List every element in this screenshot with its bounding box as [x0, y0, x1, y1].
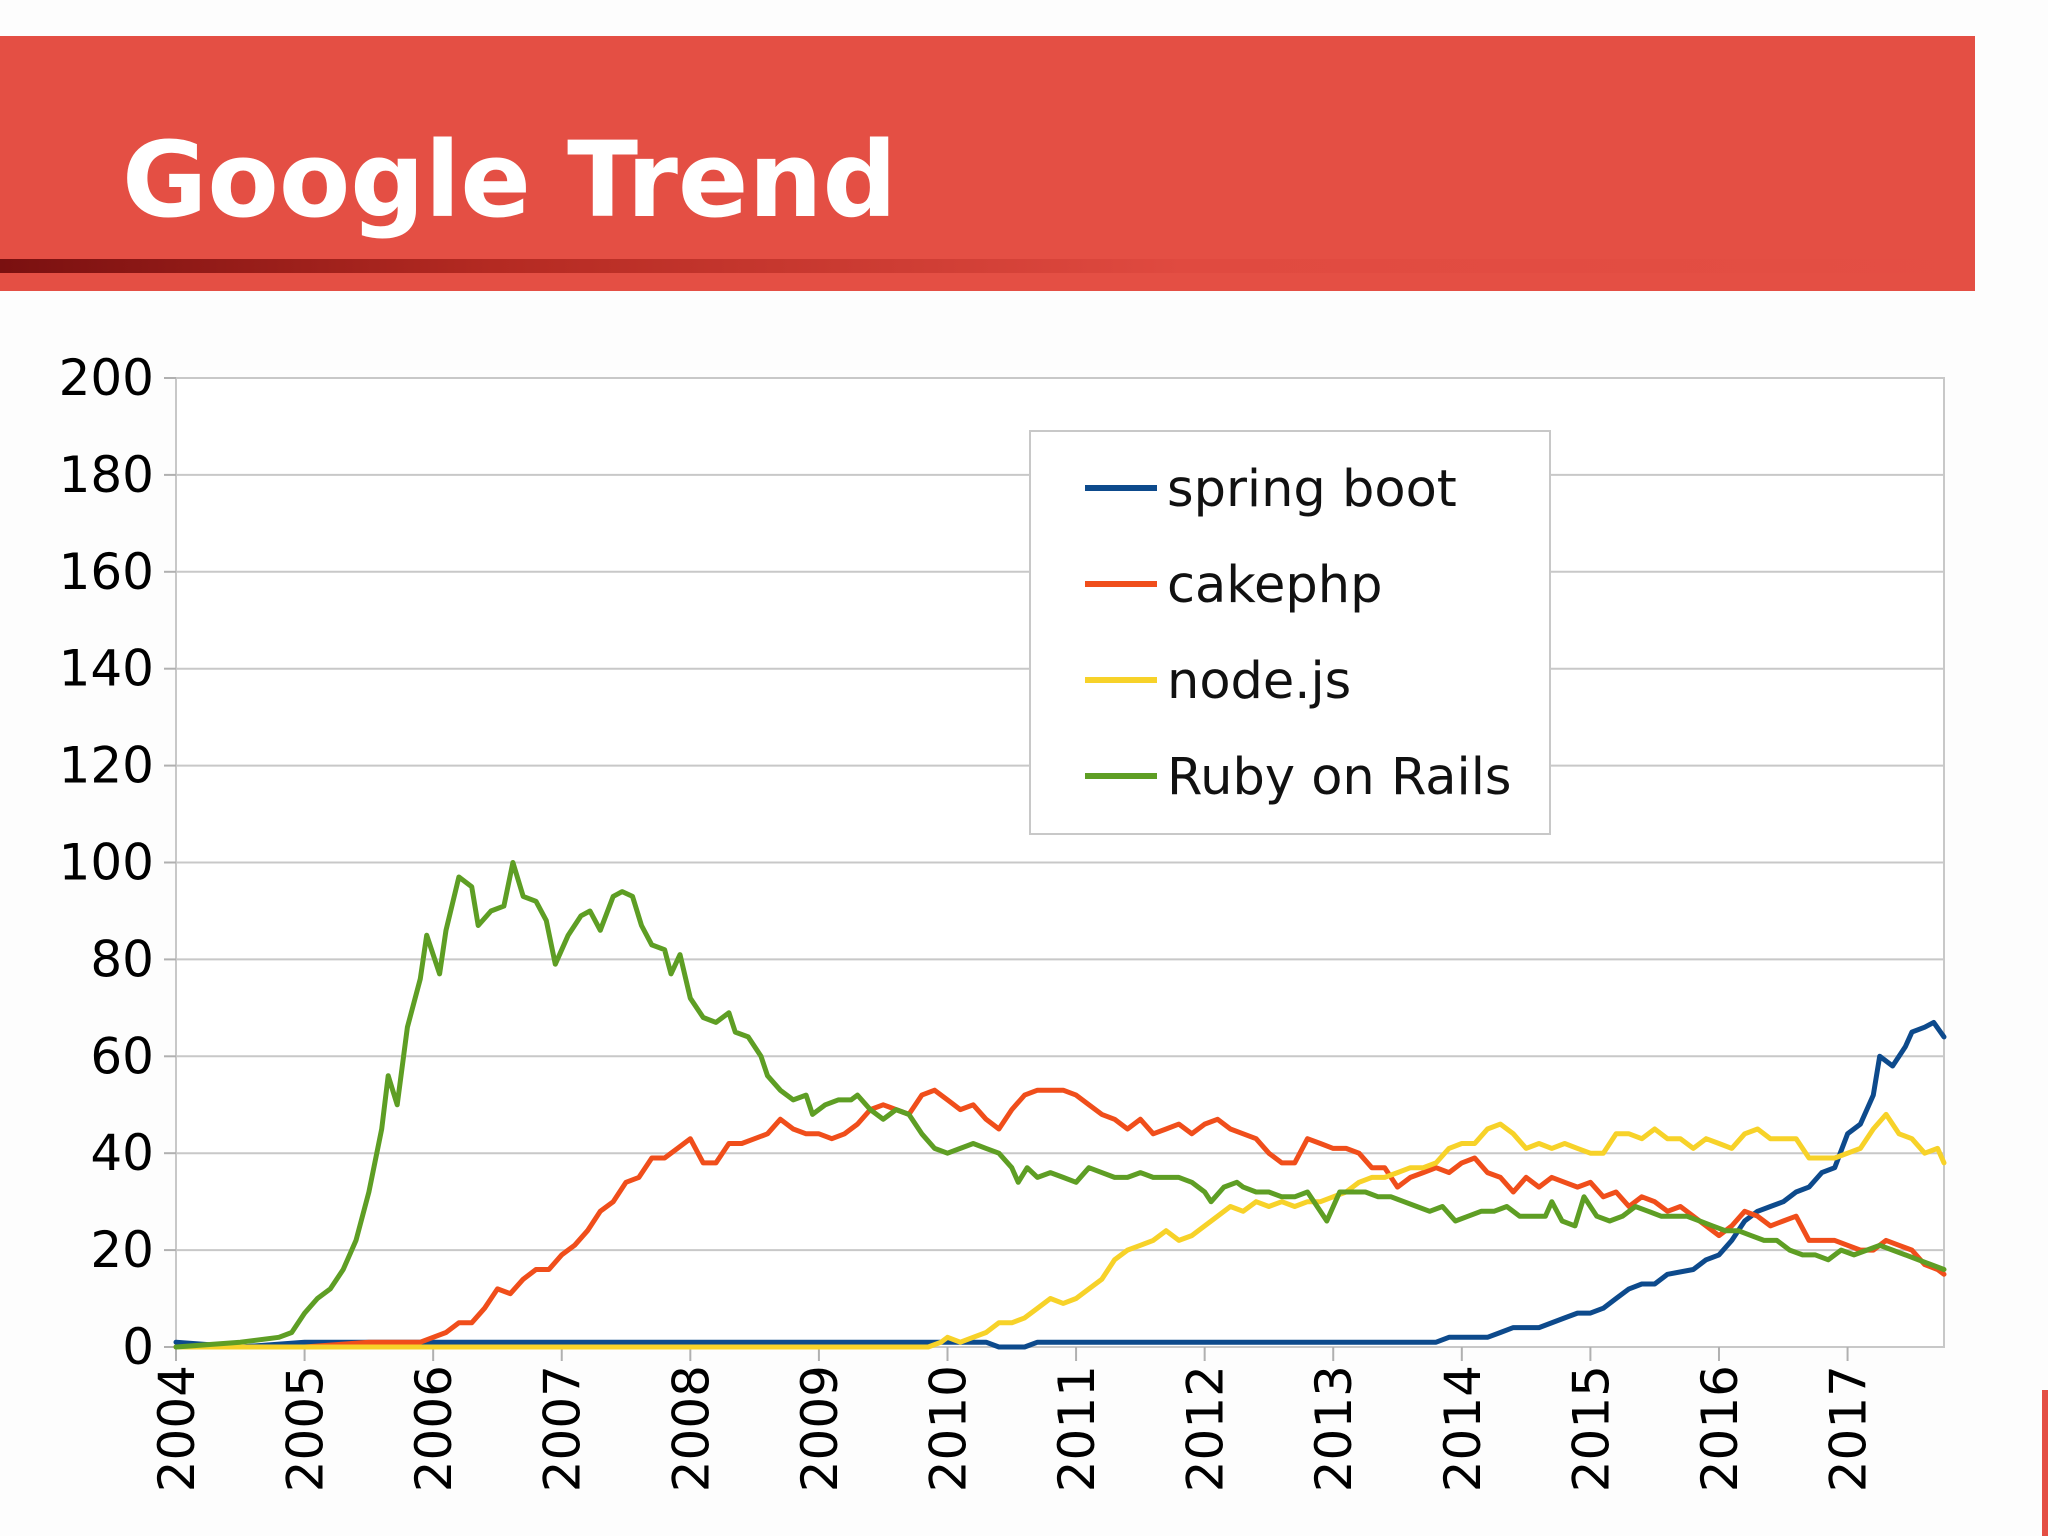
y-tick-label: 160: [59, 543, 154, 601]
series-line: [173, 1019, 1947, 1350]
legend-label: node.js: [1167, 652, 1351, 711]
y-tick-label: 20: [90, 1221, 154, 1279]
x-tick-label: 2009: [791, 1365, 849, 1492]
legend-label: spring boot: [1167, 460, 1457, 519]
x-tick-label: 2015: [1562, 1365, 1620, 1492]
x-tick-label: 2013: [1305, 1365, 1363, 1492]
y-tick-label: 0: [122, 1318, 154, 1376]
y-tick-label: 180: [59, 446, 154, 504]
header-accent-stripe: [0, 259, 1975, 273]
y-tick-label: 100: [59, 834, 154, 892]
x-tick-label: 2008: [662, 1365, 720, 1492]
x-tick-label: 2006: [405, 1365, 463, 1492]
chart-series: [173, 860, 1947, 1350]
header-banner: [0, 36, 1975, 291]
legend-box: [1029, 430, 1551, 835]
y-tick-label: 60: [90, 1027, 154, 1085]
series-line: [173, 860, 1947, 1350]
legend-label: cakephp: [1167, 556, 1382, 615]
y-tick-label: 80: [90, 930, 154, 988]
slide-edge-marker: [2042, 1390, 2048, 1536]
x-tick-label: 2004: [148, 1365, 206, 1492]
x-tick-label: 2011: [1048, 1365, 1106, 1492]
y-tick-label: 120: [59, 737, 154, 795]
series-line: [173, 1111, 1947, 1350]
chart-legend: spring boot cakephp node.js Ruby on Rails: [1029, 430, 1551, 835]
page-title: Google Trend: [122, 119, 897, 241]
legend-label: Ruby on Rails: [1167, 748, 1511, 807]
y-tick-label: 40: [90, 1124, 154, 1182]
chart-axes: [164, 377, 1849, 1361]
x-tick-label: 2007: [534, 1365, 592, 1492]
x-tick-label: 2010: [919, 1365, 977, 1492]
x-tick-label: 2005: [277, 1365, 335, 1492]
series-line: [173, 1087, 1947, 1350]
x-tick-label: 2012: [1177, 1365, 1235, 1492]
y-tick-label: 140: [59, 640, 154, 698]
x-tick-label: 2016: [1691, 1365, 1749, 1492]
y-axis-ticks: 0 20 40 60 80 100 120 140 160 180 200: [59, 349, 154, 1376]
x-axis-ticks: 2004 2005 2006 2007 2008 2009 2010 2011 2012 2013…: [148, 1365, 1878, 1492]
x-tick-label: 2014: [1434, 1365, 1492, 1492]
y-tick-label: 200: [59, 349, 154, 407]
x-tick-label: 2017: [1820, 1365, 1878, 1492]
